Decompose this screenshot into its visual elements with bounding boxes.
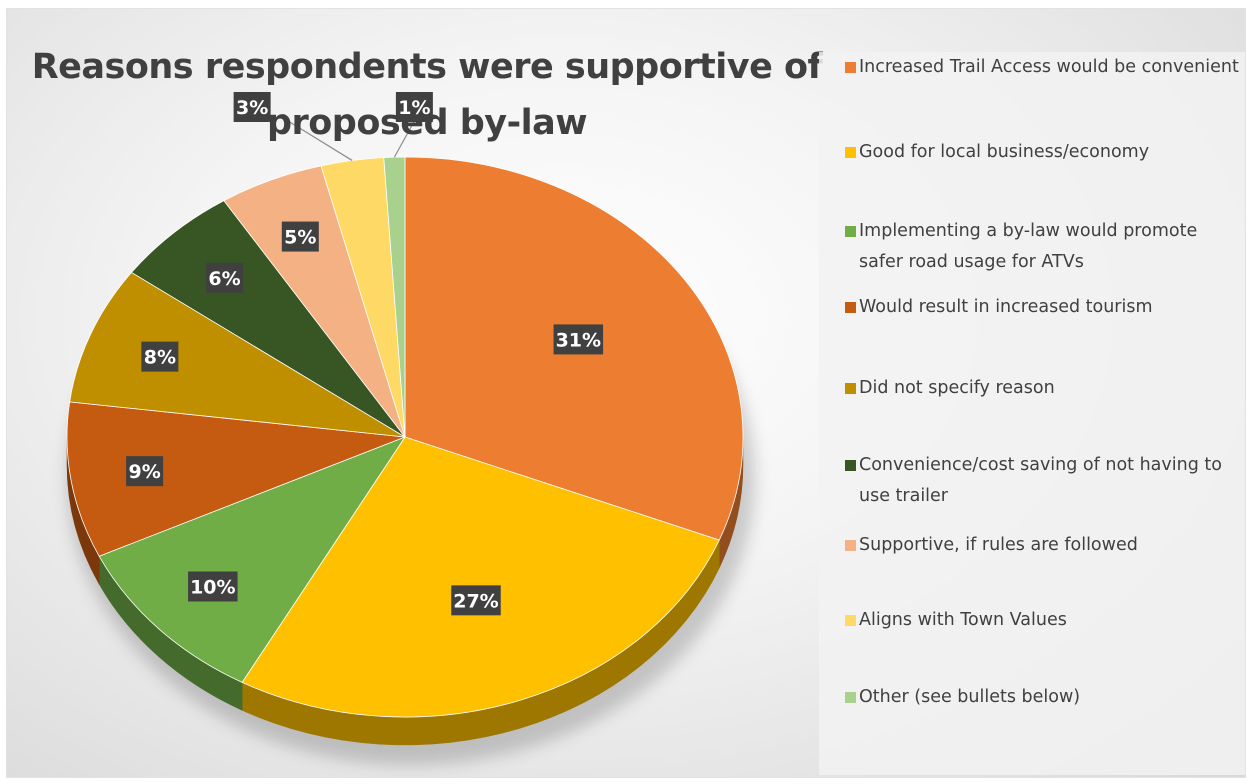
legend-swatch: [845, 615, 856, 626]
legend-label: Convenience/cost saving of not having to…: [859, 455, 1222, 506]
data-label: 6%: [206, 262, 244, 293]
legend-swatch: [845, 62, 856, 73]
data-label-box: [451, 585, 501, 616]
data-label-box: [141, 341, 179, 372]
data-label-text: 6%: [208, 268, 240, 290]
pie-slice: [98, 436, 407, 683]
data-label: 27%: [451, 585, 501, 616]
data-label-text: 10%: [190, 577, 235, 599]
legend-swatch: [845, 302, 856, 313]
legend-swatch: [845, 692, 856, 703]
data-label-text: 9%: [128, 461, 160, 483]
leader-line: [287, 120, 353, 161]
data-label-text: 5%: [284, 227, 316, 249]
legend-swatch: [845, 147, 856, 158]
leader-line: [393, 120, 415, 158]
legend-label: Supportive, if rules are followed: [859, 535, 1138, 555]
data-label-box: [188, 571, 238, 602]
pie-slice: [66, 401, 406, 557]
legend-item: Supportive, if rules are followed: [845, 530, 1245, 561]
data-label: 8%: [141, 341, 179, 372]
legend: Increased Trail Access would be convenie…: [819, 52, 1245, 775]
pie-slice: [241, 436, 720, 718]
chart-title: Reasons respondents were supportive of p…: [31, 47, 823, 143]
legend-label: Good for local business/economy: [859, 142, 1150, 162]
data-label: 9%: [126, 456, 164, 487]
legend-item: Increased Trail Access would be convenie…: [845, 52, 1245, 83]
pie-slice: [130, 200, 406, 438]
legend-item: Would result in increased tourism: [845, 292, 1245, 323]
legend-label: Aligns with Town Values: [859, 610, 1067, 630]
data-label-box: [395, 92, 433, 122]
data-label: 31%: [553, 324, 604, 355]
data-label-text: 1%: [398, 97, 430, 119]
data-label-box: [126, 456, 164, 487]
legend-swatch: [845, 383, 856, 394]
legend-item: Aligns with Town Values: [845, 605, 1245, 636]
legend-label: Implementing a by-law would promote safe…: [859, 221, 1198, 272]
data-label-text: 27%: [453, 590, 498, 612]
legend-item: Good for local business/economy: [845, 137, 1245, 168]
data-label-box: [206, 262, 244, 293]
chart-area: 31% 27% 10% 9% 8% 6% 5% 3% 1% Reasons respondent…: [6, 8, 1246, 778]
legend-label: Increased Trail Access would be convenie…: [859, 57, 1239, 77]
pie-slice: [69, 271, 406, 438]
legend-swatch: [845, 460, 856, 471]
data-label-box: [553, 324, 604, 355]
data-label-text: 3%: [236, 97, 268, 119]
legend-item: Did not specify reason: [845, 373, 1245, 404]
data-label-box: [281, 221, 319, 252]
data-label: 1%: [395, 92, 433, 122]
data-label-text: 8%: [144, 347, 176, 369]
legend-label: Would result in increased tourism: [859, 297, 1153, 317]
data-label: 3%: [233, 92, 271, 122]
legend-item: Convenience/cost saving of not having to…: [845, 450, 1245, 512]
legend-label: Other (see bullets below): [859, 687, 1081, 707]
legend-swatch: [845, 540, 856, 551]
legend-swatch: [845, 226, 856, 237]
pie-slice: [383, 156, 406, 438]
pie-chart: 31% 27% 10% 9% 8% 6% 5% 3% 1%: [66, 92, 755, 765]
data-label: 5%: [281, 221, 319, 252]
data-label-text: 31%: [556, 329, 601, 351]
legend-item: Implementing a by-law would promote safe…: [845, 216, 1245, 278]
legend-label: Did not specify reason: [859, 378, 1055, 398]
legend-item: Other (see bullets below): [845, 682, 1245, 713]
data-label: 10%: [188, 571, 238, 602]
data-label-box: [233, 92, 271, 122]
